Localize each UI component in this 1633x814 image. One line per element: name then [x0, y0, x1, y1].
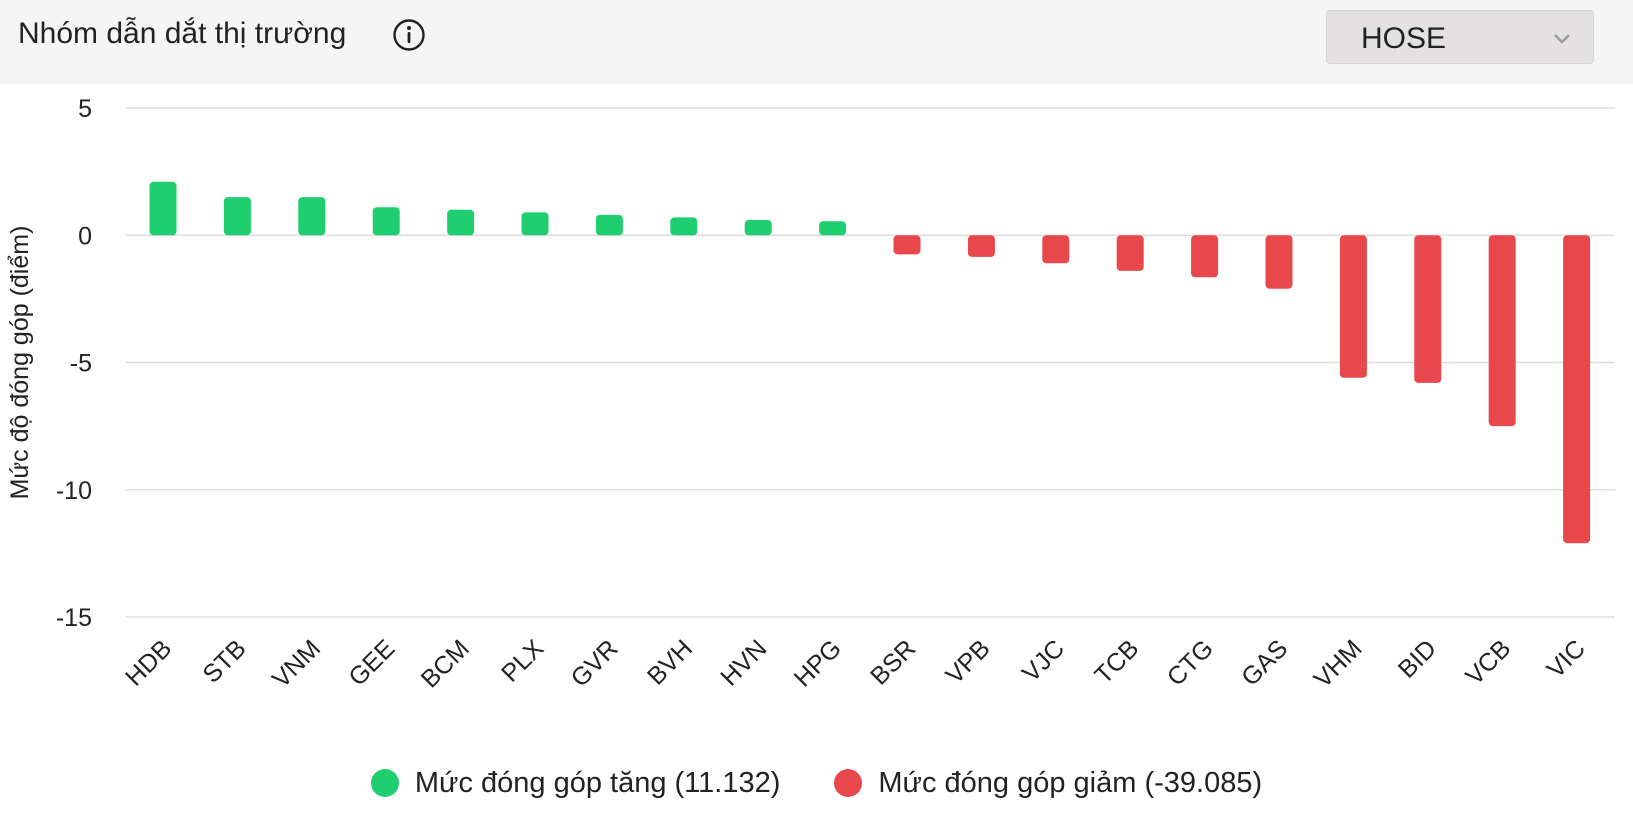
- bar-stb[interactable]: [223, 197, 251, 236]
- y-tick-label: -15: [56, 604, 92, 632]
- x-tick-label: VPB: [940, 634, 995, 689]
- x-tick-label: STB: [197, 634, 251, 688]
- bar-vjc[interactable]: [1042, 235, 1070, 264]
- x-tick-label: GEE: [343, 634, 400, 691]
- x-tick-label: BID: [1393, 634, 1442, 683]
- bars: [149, 181, 1591, 544]
- x-tick-label: BVH: [642, 634, 698, 690]
- legend-item-negative[interactable]: Mức đóng góp giảm (-39.085): [834, 767, 1262, 800]
- exchange-select[interactable]: HOSE: [1326, 10, 1594, 64]
- bar-vcb[interactable]: [1488, 235, 1516, 427]
- x-tick-label: VNM: [267, 634, 326, 693]
- chart-legend: Mức đóng góp tăng (11.132) Mức đóng góp …: [0, 758, 1633, 808]
- bar-gas[interactable]: [1265, 235, 1293, 289]
- x-tick-label: VJC: [1017, 634, 1070, 687]
- x-axis-ticks: HDB STB VNM GEE BCM PLX GVR BVH HVN HPG BSR VPB VJC T…: [120, 634, 1591, 693]
- grid-lines: [126, 107, 1615, 618]
- x-tick-label: CTG: [1162, 634, 1219, 691]
- info-circle-icon[interactable]: [392, 18, 426, 52]
- bar-vhm[interactable]: [1339, 235, 1367, 378]
- legend-label-negative: Mức đóng góp giảm (-39.085): [878, 766, 1263, 799]
- y-tick-label: -10: [56, 477, 92, 505]
- x-tick-label: VIC: [1542, 634, 1591, 683]
- bar-vic[interactable]: [1563, 235, 1591, 544]
- y-tick-label: 5: [78, 95, 92, 123]
- bar-bsr[interactable]: [893, 235, 921, 255]
- legend-item-positive[interactable]: Mức đóng góp tăng (11.132): [370, 766, 781, 800]
- bar-bid[interactable]: [1414, 235, 1442, 383]
- chart-header: Nhóm dẫn dắt thị trường HOSE: [0, 0, 1633, 84]
- bar-chart: 5 0 -5 -10 -15 HDB STB VNM GEE BCM PLX GVR BVH HVN HP…: [6, 95, 1615, 694]
- bar-gvr[interactable]: [595, 214, 623, 236]
- bar-hvn[interactable]: [744, 219, 772, 236]
- y-tick-label: -5: [70, 350, 92, 378]
- widget-title: Nhóm dẫn dắt thị trường: [18, 17, 347, 50]
- x-tick-label: HVN: [715, 634, 772, 691]
- x-tick-label: VHM: [1309, 634, 1368, 693]
- x-tick-label: PLX: [496, 634, 549, 687]
- bar-ctg[interactable]: [1191, 235, 1219, 278]
- bar-plx[interactable]: [521, 212, 549, 236]
- legend-dot-positive: [370, 769, 399, 797]
- y-axis-label: Mức độ đóng góp (điểm): [6, 226, 34, 500]
- x-tick-label: HDB: [120, 634, 177, 691]
- bar-tcb[interactable]: [1116, 235, 1144, 271]
- legend-dot-negative: [834, 769, 863, 797]
- bar-gee[interactable]: [372, 207, 400, 236]
- legend-label-positive: Mức đóng góp tăng (11.132): [414, 766, 781, 799]
- y-axis-ticks: 5 0 -5 -10 -15: [56, 95, 92, 632]
- chevron-down-icon: [1554, 34, 1570, 44]
- bar-hpg[interactable]: [819, 221, 847, 236]
- bar-vpb[interactable]: [967, 235, 995, 257]
- y-tick-label: 0: [78, 222, 92, 250]
- bar-hdb[interactable]: [149, 181, 177, 236]
- x-tick-label: GAS: [1236, 634, 1293, 691]
- exchange-select-value: HOSE: [1361, 22, 1447, 55]
- x-tick-label: BCM: [416, 634, 475, 693]
- x-tick-label: HPG: [789, 634, 847, 692]
- x-tick-label: VCB: [1460, 634, 1516, 690]
- x-tick-label: BSR: [865, 634, 921, 690]
- x-tick-label: TCB: [1089, 634, 1144, 689]
- bar-bcm[interactable]: [447, 209, 475, 236]
- x-tick-label: GVR: [566, 634, 624, 692]
- bar-vnm[interactable]: [298, 197, 326, 236]
- bar-bvh[interactable]: [670, 217, 698, 236]
